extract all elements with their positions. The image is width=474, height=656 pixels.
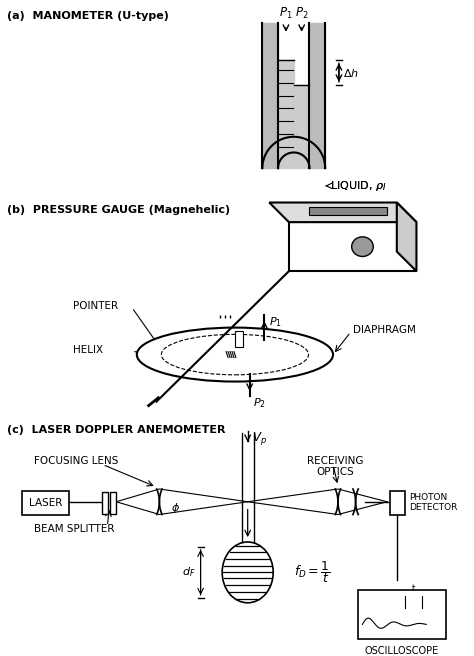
- Polygon shape: [309, 207, 387, 215]
- Polygon shape: [310, 23, 325, 168]
- Text: PHOTON
DETECTOR: PHOTON DETECTOR: [410, 493, 458, 512]
- Ellipse shape: [222, 542, 273, 603]
- Text: RECEIVING
OPTICS: RECEIVING OPTICS: [307, 456, 363, 477]
- Polygon shape: [289, 222, 417, 271]
- Text: $P_2$: $P_2$: [295, 6, 309, 21]
- Bar: [110, 492, 116, 514]
- Bar: [357, 590, 446, 639]
- Text: $P_2$: $P_2$: [253, 396, 265, 409]
- Bar: [235, 331, 243, 347]
- Text: LASER: LASER: [29, 498, 62, 508]
- Polygon shape: [397, 203, 417, 271]
- Text: $V_p$: $V_p$: [252, 430, 266, 447]
- Ellipse shape: [137, 327, 333, 382]
- Text: BEAM SPLITTER: BEAM SPLITTER: [34, 524, 114, 534]
- Polygon shape: [263, 23, 278, 168]
- Bar: [390, 491, 405, 514]
- Text: $\Delta h$: $\Delta h$: [343, 66, 359, 79]
- Polygon shape: [294, 85, 310, 168]
- Text: $d_F$: $d_F$: [182, 565, 196, 579]
- Text: HELIX: HELIX: [73, 344, 103, 355]
- Text: MAGNET: MAGNET: [353, 247, 397, 256]
- Text: LIQUID, $\rho_l$: LIQUID, $\rho_l$: [330, 179, 387, 193]
- Polygon shape: [278, 60, 294, 168]
- Text: $\phi$: $\phi$: [171, 501, 180, 515]
- Text: POINTER: POINTER: [73, 300, 118, 310]
- Text: FOCUSING LENS: FOCUSING LENS: [34, 455, 118, 466]
- Text: LIQUID, $\rho_l$: LIQUID, $\rho_l$: [330, 179, 387, 193]
- Bar: [102, 492, 109, 514]
- Text: DIAPHRAGM: DIAPHRAGM: [353, 325, 416, 335]
- Bar: [22, 491, 69, 514]
- Polygon shape: [269, 203, 417, 222]
- Ellipse shape: [352, 237, 373, 256]
- Text: $f_D = \dfrac{1}{t}$: $f_D = \dfrac{1}{t}$: [294, 560, 330, 585]
- Text: $P_1$: $P_1$: [279, 6, 293, 21]
- Polygon shape: [278, 60, 280, 168]
- Polygon shape: [279, 154, 309, 168]
- Text: (c)  LASER DOPPLER ANEMOMETER: (c) LASER DOPPLER ANEMOMETER: [7, 425, 226, 435]
- Text: OSCILLOSCOPE: OSCILLOSCOPE: [365, 646, 439, 656]
- Text: (a)  MANOMETER (U-type): (a) MANOMETER (U-type): [7, 11, 169, 21]
- Text: t: t: [412, 584, 415, 593]
- Text: $P_1$: $P_1$: [269, 316, 282, 329]
- Text: (b)  PRESSURE GAUGE (Magnehelic): (b) PRESSURE GAUGE (Magnehelic): [7, 205, 230, 215]
- Polygon shape: [263, 137, 325, 168]
